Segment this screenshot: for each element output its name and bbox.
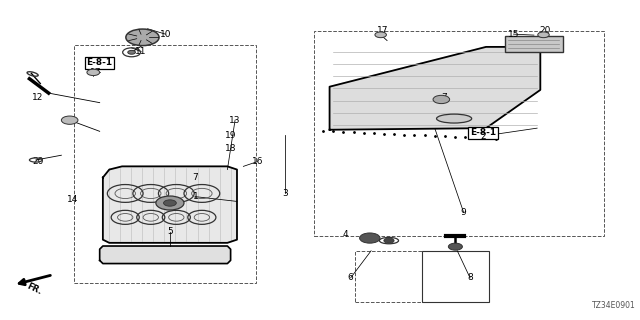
Text: 6: 6 — [348, 273, 353, 282]
Text: 15: 15 — [508, 30, 519, 39]
Text: 2: 2 — [480, 132, 486, 140]
Text: FR.: FR. — [25, 282, 43, 296]
Text: 16: 16 — [252, 157, 263, 166]
Bar — [355, 251, 422, 302]
Circle shape — [538, 32, 549, 38]
Text: 11: 11 — [136, 47, 147, 56]
Circle shape — [375, 32, 387, 38]
Text: E-8-1: E-8-1 — [470, 128, 496, 137]
Circle shape — [433, 95, 450, 104]
Circle shape — [449, 243, 463, 250]
Text: 7: 7 — [442, 93, 447, 102]
Circle shape — [61, 116, 78, 124]
Text: 20: 20 — [32, 157, 44, 166]
Circle shape — [156, 196, 184, 210]
Text: 14: 14 — [67, 195, 78, 204]
Text: 5: 5 — [167, 227, 173, 236]
Circle shape — [126, 29, 159, 46]
Circle shape — [164, 200, 176, 206]
Circle shape — [128, 50, 136, 54]
Polygon shape — [103, 166, 237, 243]
Text: 1: 1 — [193, 192, 198, 201]
Ellipse shape — [436, 114, 472, 123]
Text: 8: 8 — [467, 273, 473, 282]
Polygon shape — [100, 246, 230, 264]
Circle shape — [360, 233, 380, 243]
Bar — [505, 36, 563, 52]
Text: 13: 13 — [229, 116, 241, 125]
Circle shape — [87, 69, 100, 76]
Circle shape — [384, 238, 394, 243]
Text: 18: 18 — [225, 144, 236, 153]
Text: E-8-1: E-8-1 — [86, 58, 113, 67]
Polygon shape — [330, 47, 540, 130]
Bar — [422, 251, 489, 302]
Text: 19: 19 — [225, 131, 236, 140]
Text: 20: 20 — [540, 27, 551, 36]
Text: 17: 17 — [377, 27, 388, 36]
Text: 3: 3 — [282, 189, 288, 198]
Text: 12: 12 — [32, 93, 44, 102]
Bar — [314, 31, 604, 236]
Text: 17: 17 — [90, 68, 101, 77]
Bar — [74, 45, 256, 283]
Text: TZ34E0901: TZ34E0901 — [593, 301, 636, 310]
Text: 7: 7 — [193, 173, 198, 182]
Text: 10: 10 — [160, 30, 172, 39]
Text: 4: 4 — [343, 230, 348, 239]
Text: 9: 9 — [461, 208, 467, 217]
